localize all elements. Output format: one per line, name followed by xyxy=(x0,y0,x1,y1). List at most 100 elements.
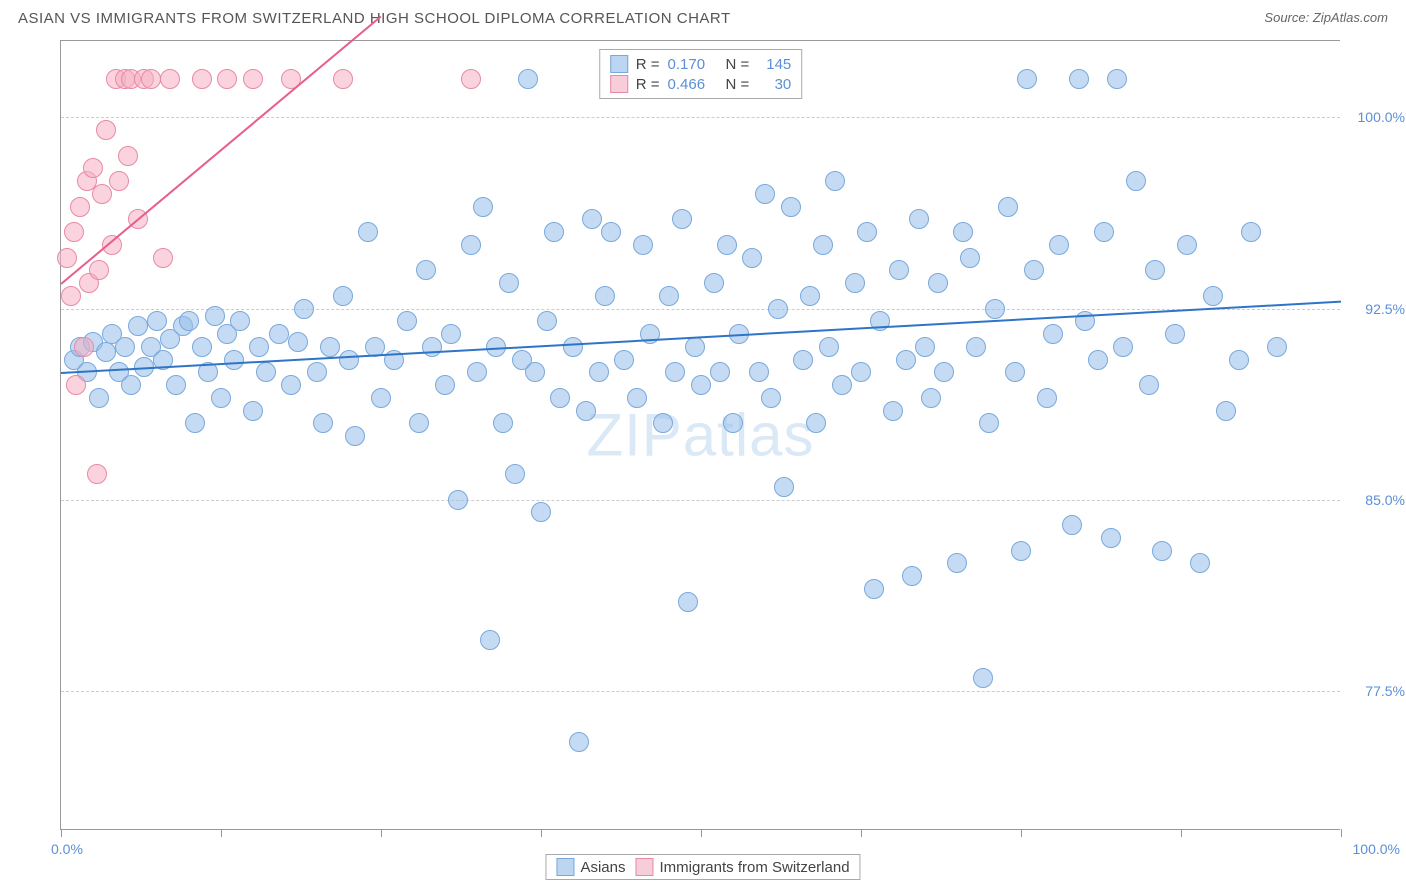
x-tick xyxy=(1341,829,1342,837)
watermark-thin: atlas xyxy=(683,402,815,469)
y-tick-label: 77.5% xyxy=(1365,683,1405,699)
legend-swatch xyxy=(635,858,653,876)
gridline xyxy=(61,309,1340,310)
legend-label: Immigrants from Switzerland xyxy=(659,859,849,876)
data-point xyxy=(710,362,730,382)
series-legend: AsiansImmigrants from Switzerland xyxy=(545,854,860,880)
data-point xyxy=(358,222,378,242)
data-point xyxy=(889,260,909,280)
data-point xyxy=(416,260,436,280)
data-point xyxy=(614,350,634,370)
data-point xyxy=(281,375,301,395)
data-point xyxy=(480,630,500,650)
data-point xyxy=(563,337,583,357)
data-point xyxy=(211,388,231,408)
data-point xyxy=(819,337,839,357)
data-point xyxy=(1267,337,1287,357)
data-point xyxy=(1145,260,1165,280)
y-tick-label: 85.0% xyxy=(1365,492,1405,508)
r-label: R = xyxy=(636,76,660,93)
data-point xyxy=(256,362,276,382)
data-point xyxy=(774,477,794,497)
data-point xyxy=(1011,541,1031,561)
data-point xyxy=(723,413,743,433)
data-point xyxy=(109,171,129,191)
legend-item: Immigrants from Switzerland xyxy=(635,858,849,876)
data-point xyxy=(397,311,417,331)
data-point xyxy=(909,209,929,229)
data-point xyxy=(659,286,679,306)
data-point xyxy=(537,311,557,331)
n-label: N = xyxy=(726,56,750,73)
gridline xyxy=(61,691,1340,692)
data-point xyxy=(192,337,212,357)
data-point xyxy=(1216,401,1236,421)
data-point xyxy=(166,375,186,395)
x-tick xyxy=(221,829,222,837)
data-point xyxy=(294,299,314,319)
data-point xyxy=(96,342,116,362)
data-point xyxy=(928,273,948,293)
data-point xyxy=(128,316,148,336)
data-point xyxy=(576,401,596,421)
gridline xyxy=(61,117,1340,118)
data-point xyxy=(1062,515,1082,535)
data-point xyxy=(1177,235,1197,255)
x-tick xyxy=(381,829,382,837)
data-point xyxy=(179,311,199,331)
data-point xyxy=(1165,324,1185,344)
watermark: ZIPatlas xyxy=(586,401,814,470)
x-tick xyxy=(541,829,542,837)
data-point xyxy=(525,362,545,382)
data-point xyxy=(121,375,141,395)
x-axis-max-label: 100.0% xyxy=(1353,841,1400,857)
data-point xyxy=(1037,388,1057,408)
data-point xyxy=(825,171,845,191)
data-point xyxy=(896,350,916,370)
data-point xyxy=(87,464,107,484)
data-point xyxy=(768,299,788,319)
r-value: 0.170 xyxy=(668,56,718,73)
data-point xyxy=(288,332,308,352)
legend-swatch xyxy=(610,55,628,73)
data-point xyxy=(115,337,135,357)
data-point xyxy=(493,413,513,433)
data-point xyxy=(192,69,212,89)
data-point xyxy=(921,388,941,408)
source-name: ZipAtlas.com xyxy=(1313,10,1388,25)
data-point xyxy=(345,426,365,446)
data-point xyxy=(320,337,340,357)
data-point xyxy=(793,350,813,370)
data-point xyxy=(998,197,1018,217)
data-point xyxy=(953,222,973,242)
n-value: 30 xyxy=(757,76,791,93)
data-point xyxy=(653,413,673,433)
data-point xyxy=(1049,235,1069,255)
data-point xyxy=(1203,286,1223,306)
data-point xyxy=(141,69,161,89)
chart-header: ASIAN VS IMMIGRANTS FROM SWITZERLAND HIG… xyxy=(18,10,1388,27)
data-point xyxy=(531,502,551,522)
data-point xyxy=(518,69,538,89)
data-point xyxy=(185,413,205,433)
data-point xyxy=(1229,350,1249,370)
data-point xyxy=(761,388,781,408)
data-point xyxy=(1005,362,1025,382)
data-point xyxy=(160,69,180,89)
data-point xyxy=(832,375,852,395)
data-point xyxy=(973,668,993,688)
data-point xyxy=(1094,222,1114,242)
data-point xyxy=(1139,375,1159,395)
data-point xyxy=(1113,337,1133,357)
y-tick-label: 100.0% xyxy=(1358,109,1405,125)
data-point xyxy=(544,222,564,242)
data-point xyxy=(441,324,461,344)
x-axis-min-label: 0.0% xyxy=(51,841,83,857)
data-point xyxy=(61,286,81,306)
data-point xyxy=(1024,260,1044,280)
data-point xyxy=(499,273,519,293)
data-point xyxy=(473,197,493,217)
chart-title: ASIAN VS IMMIGRANTS FROM SWITZERLAND HIG… xyxy=(18,10,731,27)
r-label: R = xyxy=(636,56,660,73)
data-point xyxy=(269,324,289,344)
